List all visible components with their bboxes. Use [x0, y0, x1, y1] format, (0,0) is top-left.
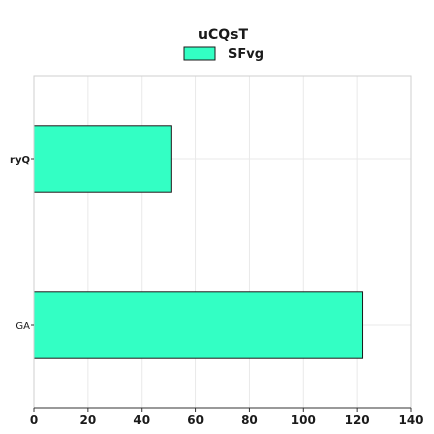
legend-swatch [184, 47, 215, 60]
chart-title: uCQsT [198, 27, 248, 43]
x-tick-label: 100 [291, 413, 316, 427]
legend-label: SFvg [228, 47, 264, 62]
x-axis-ticks: 0 20 40 60 80 100 120 140 [30, 408, 424, 427]
x-tick-label: 0 [30, 413, 38, 427]
y-tick-label: GA [15, 321, 30, 332]
y-axis-ticks: ryQ GA [10, 155, 34, 332]
bar [34, 126, 171, 192]
legend: SFvg [184, 47, 264, 62]
x-tick-label: 20 [80, 413, 97, 427]
y-tick-label: ryQ [10, 155, 30, 166]
x-tick-label: 60 [187, 413, 204, 427]
x-tick-label: 140 [398, 413, 423, 427]
x-tick-label: 120 [345, 413, 370, 427]
bar [34, 292, 363, 358]
x-tick-label: 80 [241, 413, 258, 427]
x-tick-label: 40 [133, 413, 150, 427]
bars [34, 126, 363, 358]
